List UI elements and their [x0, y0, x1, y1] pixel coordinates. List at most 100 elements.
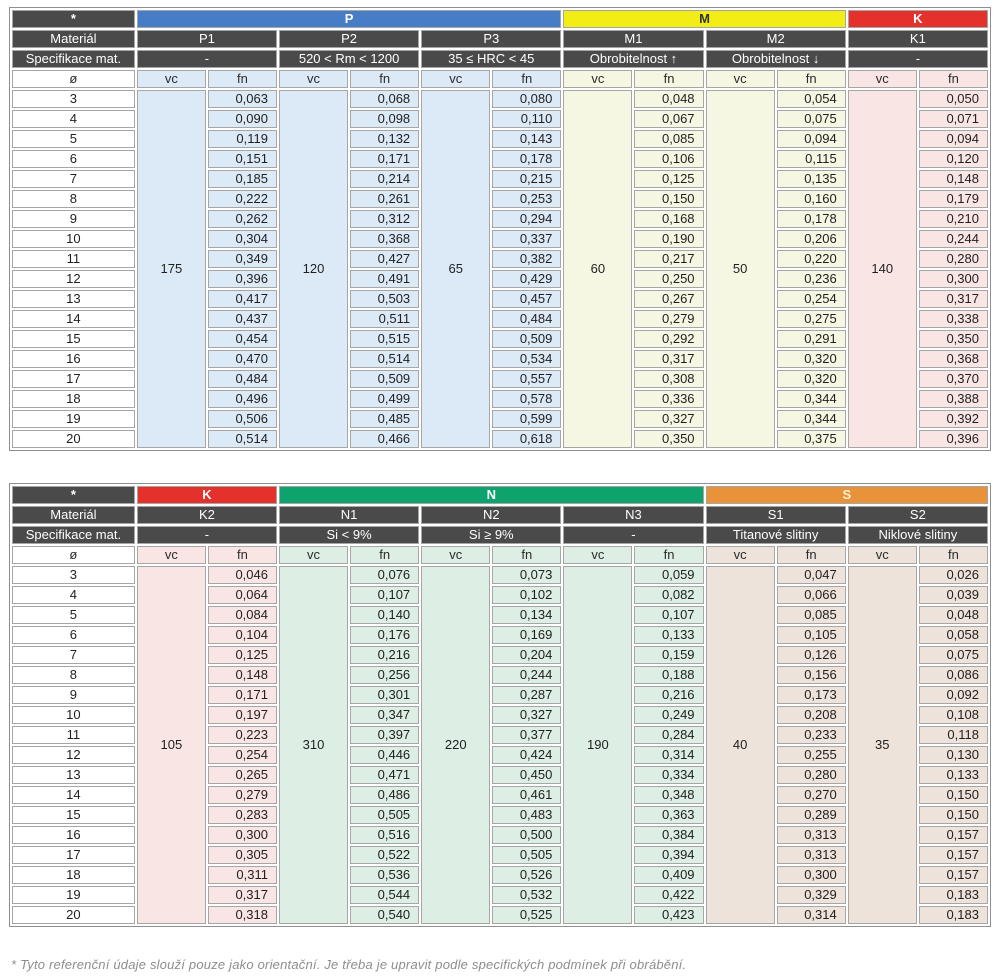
- fn-value-S2-d16: 0,157: [918, 826, 988, 844]
- fn-value-P3-d10: 0,337: [492, 230, 562, 248]
- fn-value-P3-d17: 0,557: [492, 370, 562, 388]
- fn-value-S1-d15: 0,289: [776, 806, 846, 824]
- fn-value-M1-d20: 0,350: [634, 430, 704, 448]
- spec-P2: 520 < Rm < 1200: [278, 50, 420, 68]
- diameter-value: 16: [12, 826, 135, 844]
- fn-value-P2-d9: 0,312: [350, 210, 420, 228]
- band-N: N: [278, 486, 704, 504]
- table-row: 20 0,318 0,540 0,525 0,423 0,314 0,183: [12, 906, 988, 924]
- table-row: 12 0,254 0,446 0,424 0,314 0,255 0,130: [12, 746, 988, 764]
- spec-N1: Si < 9%: [278, 526, 420, 544]
- fn-value-M2-d16: 0,320: [776, 350, 846, 368]
- fn-value-N2-d5: 0,134: [492, 606, 562, 624]
- spec-row-label: Specifikace mat.: [12, 50, 135, 68]
- fn-value-M2-d11: 0,220: [776, 250, 846, 268]
- fn-value-M2-d15: 0,291: [776, 330, 846, 348]
- fn-value-S1-d20: 0,314: [776, 906, 846, 924]
- material-row-label: Materiál: [12, 30, 135, 48]
- fn-value-P2-d6: 0,171: [350, 150, 420, 168]
- table-row: 6 0,104 0,176 0,169 0,133 0,105 0,058: [12, 626, 988, 644]
- band-P: P: [136, 10, 562, 28]
- fn-header-N2: fn: [492, 546, 562, 564]
- fn-value-P3-d11: 0,382: [492, 250, 562, 268]
- fn-value-S1-d18: 0,300: [776, 866, 846, 884]
- material-P3: P3: [421, 30, 562, 48]
- fn-value-N1-d15: 0,505: [350, 806, 420, 824]
- diameter-value: 16: [12, 350, 135, 368]
- fn-value-M1-d13: 0,267: [634, 290, 704, 308]
- fn-value-N2-d4: 0,102: [492, 586, 562, 604]
- table-row: 17 0,484 0,509 0,557 0,308 0,320 0,370: [12, 370, 988, 388]
- diameter-value: 15: [12, 330, 135, 348]
- fn-value-S2-d10: 0,108: [918, 706, 988, 724]
- diameter-value: 3: [12, 566, 135, 584]
- fn-value-K2-d8: 0,148: [207, 666, 277, 684]
- fn-value-S2-d11: 0,118: [918, 726, 988, 744]
- diameter-value: 11: [12, 250, 135, 268]
- fn-value-K2-d15: 0,283: [207, 806, 277, 824]
- fn-value-K2-d19: 0,317: [207, 886, 277, 904]
- fn-value-S2-d7: 0,075: [918, 646, 988, 664]
- spec-P3: 35 ≤ HRC < 45: [421, 50, 562, 68]
- fn-value-P1-d15: 0,454: [207, 330, 277, 348]
- diameter-value: 11: [12, 726, 135, 744]
- diameter-value: 12: [12, 746, 135, 764]
- fn-value-K2-d18: 0,311: [207, 866, 277, 884]
- diameter-header: ø: [12, 546, 135, 564]
- fn-value-N2-d17: 0,505: [492, 846, 562, 864]
- diameter-value: 13: [12, 766, 135, 784]
- material-M2: M2: [705, 30, 846, 48]
- fn-value-P1-d20: 0,514: [207, 430, 277, 448]
- fn-header-N3: fn: [634, 546, 704, 564]
- spec-S1: Titanové slitiny: [705, 526, 846, 544]
- vc-value-K1: 140: [847, 90, 917, 448]
- vc-header-M1: vc: [563, 70, 633, 88]
- fn-header-S2: fn: [918, 546, 988, 564]
- fn-value-M2-d10: 0,206: [776, 230, 846, 248]
- fn-value-P3-d4: 0,110: [492, 110, 562, 128]
- spec-M2: Obrobitelnost ↓: [705, 50, 846, 68]
- fn-value-M1-d5: 0,085: [634, 130, 704, 148]
- fn-value-M1-d18: 0,336: [634, 390, 704, 408]
- fn-value-N2-d20: 0,525: [492, 906, 562, 924]
- vc-header-N3: vc: [563, 546, 633, 564]
- fn-value-N1-d18: 0,536: [350, 866, 420, 884]
- band-K: K: [847, 10, 988, 28]
- fn-value-M1-d12: 0,250: [634, 270, 704, 288]
- fn-value-P1-d14: 0,437: [207, 310, 277, 328]
- fn-value-N1-d20: 0,540: [350, 906, 420, 924]
- vc-header-K2: vc: [136, 546, 206, 564]
- fn-value-S2-d15: 0,150: [918, 806, 988, 824]
- fn-value-M1-d8: 0,150: [634, 190, 704, 208]
- fn-value-P1-d17: 0,484: [207, 370, 277, 388]
- fn-value-N1-d5: 0,140: [350, 606, 420, 624]
- fn-value-M2-d4: 0,075: [776, 110, 846, 128]
- vc-value-P2: 120: [278, 90, 349, 448]
- fn-value-P2-d4: 0,098: [350, 110, 420, 128]
- fn-value-S2-d8: 0,086: [918, 666, 988, 684]
- fn-value-S1-d4: 0,066: [776, 586, 846, 604]
- diameter-value: 19: [12, 886, 135, 904]
- vc-value-M1: 60: [563, 90, 633, 448]
- fn-value-S2-d4: 0,039: [918, 586, 988, 604]
- table-row: 17 0,305 0,522 0,505 0,394 0,313 0,157: [12, 846, 988, 864]
- fn-value-N1-d8: 0,256: [350, 666, 420, 684]
- fn-value-N1-d6: 0,176: [350, 626, 420, 644]
- fn-value-N2-d6: 0,169: [492, 626, 562, 644]
- fn-value-N1-d3: 0,076: [350, 566, 420, 584]
- material-row-label: Materiál: [12, 506, 135, 524]
- diameter-value: 10: [12, 706, 135, 724]
- fn-value-P1-d7: 0,185: [207, 170, 277, 188]
- diameter-value: 10: [12, 230, 135, 248]
- diameter-value: 7: [12, 170, 135, 188]
- band-K: K: [136, 486, 277, 504]
- material-M1: M1: [563, 30, 704, 48]
- fn-value-K1-d11: 0,280: [918, 250, 988, 268]
- vc-header-K1: vc: [847, 70, 917, 88]
- fn-value-K2-d16: 0,300: [207, 826, 277, 844]
- table-row: 15 0,283 0,505 0,483 0,363 0,289 0,150: [12, 806, 988, 824]
- fn-value-N3-d19: 0,422: [634, 886, 704, 904]
- fn-value-K2-d14: 0,279: [207, 786, 277, 804]
- band-S: S: [705, 486, 988, 504]
- diameter-value: 14: [12, 786, 135, 804]
